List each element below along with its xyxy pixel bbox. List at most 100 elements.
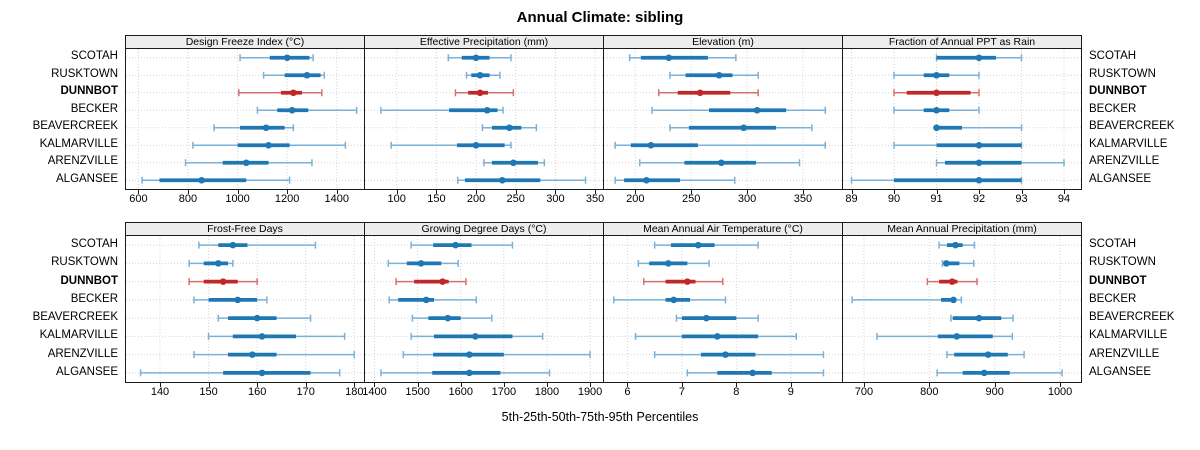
x-axis-tick bbox=[635, 190, 637, 194]
median-dot bbox=[303, 71, 311, 79]
median-dot bbox=[472, 333, 479, 340]
site-label: RUSKTOWN bbox=[51, 256, 118, 269]
site-label: BEAVERCREEK bbox=[32, 120, 118, 132]
median-dot bbox=[975, 141, 983, 149]
band-bottom: SCOTAH RUSKTOWN DUNNBOT BECKER BEAVERCREEK KA… bbox=[0, 222, 1200, 400]
site-label: BEAVERCREEK bbox=[1089, 120, 1175, 132]
x-axis-tick-label: 94 bbox=[1057, 193, 1071, 205]
site-label: ALGANSEE bbox=[56, 365, 118, 378]
x-axis-tick-label: 800 bbox=[178, 193, 198, 205]
site-label: RUSKTOWN bbox=[1089, 67, 1156, 80]
median-dot bbox=[952, 241, 959, 249]
site-label: BEAVERCREEK bbox=[32, 311, 118, 323]
plot-svg bbox=[365, 49, 603, 189]
median-dot bbox=[950, 296, 957, 304]
x-axis-tick bbox=[590, 383, 592, 387]
x-axis-tick-label: 200 bbox=[626, 193, 645, 205]
panel-row: Frost-Free Days 140 150 160 170 180 Growing De… bbox=[125, 222, 1082, 400]
panel: Mean Annual Air Temperature (°C) 6 7 8 9 bbox=[603, 222, 843, 400]
x-axis-tick bbox=[460, 383, 462, 387]
median-dot bbox=[422, 296, 430, 304]
site-label: KALMARVILLE bbox=[39, 329, 118, 342]
x-axis-tick-label: 350 bbox=[585, 193, 605, 205]
median-dot bbox=[670, 296, 678, 304]
median-dot bbox=[948, 278, 956, 285]
x-axis-tick bbox=[138, 190, 140, 194]
panel: Frost-Free Days 140 150 160 170 180 bbox=[125, 222, 365, 400]
x-axis-tick-label: 250 bbox=[681, 193, 701, 205]
site-label: SCOTAH bbox=[70, 50, 118, 62]
x-axis-tick bbox=[1060, 383, 1062, 387]
median-dot bbox=[975, 54, 983, 62]
site-label: BECKER bbox=[1089, 292, 1137, 305]
panel-strip-title: Mean Annual Precipitation (mm) bbox=[842, 222, 1082, 236]
x-axis: 140 150 160 170 180 bbox=[125, 383, 365, 400]
median-dot bbox=[664, 260, 672, 267]
site-label: ALGANSEE bbox=[56, 172, 118, 185]
median-dot bbox=[472, 54, 480, 62]
site-label: DUNNBOT bbox=[1089, 85, 1147, 97]
median-dot bbox=[229, 241, 237, 249]
x-axis-tick-label: 170 bbox=[296, 386, 315, 398]
plot-svg bbox=[126, 236, 364, 382]
panel: Growing Degree Days (°C) 1400 1500 1600 1700… bbox=[362, 222, 604, 400]
median-dot bbox=[466, 351, 473, 358]
percentiles-caption: 5th-25th-50th-75th-95th Percentiles bbox=[501, 410, 699, 424]
x-axis-tick-label: 1800 bbox=[534, 386, 560, 398]
panel-strip-title: Effective Precipitation (mm) bbox=[364, 35, 604, 49]
plot-svg bbox=[843, 236, 1081, 382]
x-axis-tick bbox=[802, 190, 804, 194]
x-axis-tick-label: 7 bbox=[678, 386, 685, 398]
median-dot bbox=[933, 71, 940, 79]
plot-area bbox=[603, 48, 843, 190]
x-axis-tick bbox=[627, 383, 629, 387]
plot-svg bbox=[365, 236, 603, 382]
x-axis-tick bbox=[515, 190, 517, 194]
median-dot bbox=[740, 124, 747, 132]
median-dot bbox=[483, 106, 491, 114]
x-axis-tick bbox=[503, 383, 505, 387]
x-axis-tick bbox=[1064, 190, 1065, 194]
panel-row: Design Freeze Index (°C) 600 800 1000 1200 14… bbox=[125, 35, 1082, 207]
median-dot bbox=[265, 141, 272, 149]
median-dot bbox=[253, 314, 261, 322]
panel: Mean Annual Precipitation (mm) 700 800 900 1… bbox=[842, 222, 1082, 400]
panel: Design Freeze Index (°C) 600 800 1000 1200 14… bbox=[125, 35, 365, 207]
median-dot bbox=[696, 89, 704, 97]
panel: Effective Precipitation (mm) 100 150 200 250… bbox=[364, 35, 604, 207]
median-dot bbox=[242, 159, 250, 167]
page-title: Annual Climate: sibling bbox=[516, 9, 684, 26]
panel-strip-title: Elevation (m) bbox=[603, 35, 843, 49]
median-dot bbox=[943, 260, 950, 267]
median-dot bbox=[980, 369, 988, 377]
x-axis-tick-label: 1000 bbox=[225, 193, 250, 205]
site-label: ARENZVILLE bbox=[1089, 155, 1160, 167]
row-labels-right: SCOTAH RUSKTOWN DUNNBOT BECKER BEAVERCREEK KA… bbox=[1082, 222, 1200, 381]
x-axis-tick-label: 93 bbox=[1015, 193, 1028, 205]
x-axis-tick-label: 89 bbox=[845, 193, 858, 205]
x-axis-tick-label: 100 bbox=[387, 193, 406, 205]
x-axis-tick bbox=[681, 383, 683, 387]
x-axis-tick bbox=[354, 383, 356, 387]
site-label: SCOTAH bbox=[1089, 238, 1137, 250]
x-axis-tick-label: 180 bbox=[345, 386, 364, 398]
plot-svg bbox=[843, 49, 1081, 189]
x-axis-tick bbox=[555, 190, 557, 194]
site-label: KALMARVILLE bbox=[1089, 329, 1168, 342]
x-axis: 6 7 8 9 bbox=[603, 383, 843, 400]
x-axis-tick-label: 1200 bbox=[274, 193, 300, 205]
x-axis-tick-label: 700 bbox=[854, 386, 874, 398]
x-axis-tick bbox=[287, 190, 289, 194]
plot-area bbox=[364, 48, 604, 190]
site-label: RUSKTOWN bbox=[1089, 256, 1156, 269]
x-axis-tick bbox=[546, 383, 548, 387]
x-axis-tick-label: 800 bbox=[920, 386, 939, 398]
median-dot bbox=[498, 176, 506, 184]
x-axis-tick bbox=[208, 383, 210, 387]
x-axis-tick-label: 1600 bbox=[448, 386, 473, 398]
x-axis-tick-label: 350 bbox=[793, 193, 813, 205]
x-axis-tick bbox=[736, 383, 738, 387]
median-dot bbox=[722, 351, 729, 358]
x-axis-tick-label: 600 bbox=[129, 193, 148, 205]
median-dot bbox=[290, 89, 297, 97]
